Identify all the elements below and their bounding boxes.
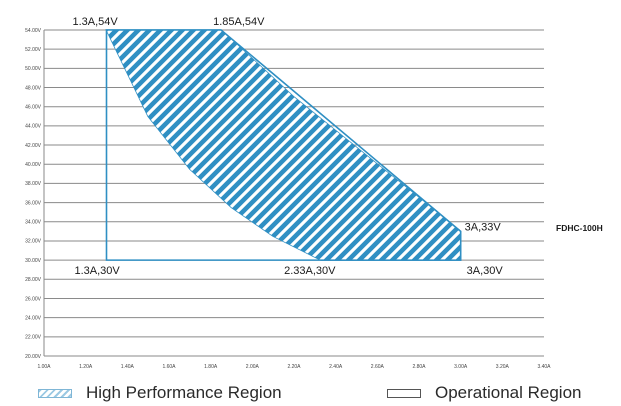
operational-outline xyxy=(105,29,462,261)
x-tick-label: 2.80A xyxy=(412,364,426,370)
y-tick-label: 30.00V xyxy=(25,258,42,264)
hatch-line xyxy=(489,0,621,400)
hatch-line xyxy=(106,30,286,261)
hatch-line xyxy=(190,30,461,261)
hatch-line xyxy=(454,30,461,261)
x-tick-label: 1.80A xyxy=(204,364,218,370)
hatch-line xyxy=(168,30,461,261)
hatch-line xyxy=(0,0,97,400)
hatch-line xyxy=(106,30,297,261)
y-tick-label: 54.00V xyxy=(25,28,42,34)
hatch-line xyxy=(388,30,461,261)
hatch-line xyxy=(588,0,621,400)
point-annotation: 1.85A,54V xyxy=(213,16,265,28)
legend-label: High Performance Region xyxy=(86,383,282,402)
hatch-line xyxy=(432,30,461,261)
hatch-line xyxy=(201,30,461,261)
point-annotation: 3A,30V xyxy=(467,265,504,277)
hatch-line xyxy=(566,0,621,400)
hatch-line xyxy=(157,30,461,261)
hatch-line xyxy=(212,30,461,261)
hatch-line xyxy=(106,30,264,261)
hatch-line xyxy=(106,30,209,261)
y-tick-label: 20.00V xyxy=(25,354,42,360)
y-tick-label: 44.00V xyxy=(25,124,42,130)
legend-high-performance: High Performance Region xyxy=(38,383,282,403)
x-tick-label: 2.00A xyxy=(246,364,260,370)
x-tick-label: 1.00A xyxy=(37,364,51,370)
hatch-line xyxy=(106,30,308,261)
y-tick-label: 22.00V xyxy=(25,335,42,341)
hatch-line xyxy=(106,30,121,261)
y-tick-label: 42.00V xyxy=(25,143,42,149)
outline-swatch-icon xyxy=(387,388,421,398)
hatch-line xyxy=(555,0,621,400)
hatch-line xyxy=(500,0,621,400)
y-tick-label: 28.00V xyxy=(25,277,42,283)
x-tick-label: 3.20A xyxy=(496,364,510,370)
hatch-line xyxy=(522,0,621,400)
y-tick-label: 46.00V xyxy=(25,105,42,111)
x-tick-label: 2.60A xyxy=(371,364,385,370)
x-tick-label: 1.60A xyxy=(162,364,176,370)
y-tick-label: 38.00V xyxy=(25,181,42,187)
hatch-line xyxy=(610,0,621,400)
hatch-line xyxy=(533,0,621,400)
hatch-line xyxy=(106,30,110,261)
hatch-line xyxy=(106,30,132,261)
hatch-line xyxy=(467,0,621,400)
operational-region xyxy=(105,29,462,261)
y-tick-label: 48.00V xyxy=(25,85,42,91)
x-tick-label: 1.20A xyxy=(79,364,93,370)
hatch-line xyxy=(599,0,621,400)
hatch-line xyxy=(135,30,461,261)
hatch-line xyxy=(106,30,253,261)
x-tick-label: 3.00A xyxy=(454,364,468,370)
hatch-line xyxy=(443,30,461,261)
y-tick-label: 52.00V xyxy=(25,47,42,53)
y-tick-label: 32.00V xyxy=(25,239,42,245)
hatch-line xyxy=(421,30,461,261)
hatch-line xyxy=(399,30,461,261)
hatch-line xyxy=(106,30,143,261)
hatch-line xyxy=(577,0,621,400)
legend-label: Operational Region xyxy=(435,383,582,402)
point-annotation: 2.33A,30V xyxy=(284,265,336,277)
point-annotation: 1.3A,30V xyxy=(75,265,121,277)
hatch-line xyxy=(544,0,621,400)
y-tick-label: 36.00V xyxy=(25,200,42,206)
hatch-line xyxy=(106,30,275,261)
hatch-line xyxy=(0,0,9,400)
annotations: 1.3A,54V 1.85A,54V 3A,33V 1.3A,30V 2.33A,30V… xyxy=(73,16,504,277)
x-axis-ticks: 1.00A 1.20A 1.40A 1.60A 1.80A 2.00A 2.20A 2.40A… xyxy=(37,364,551,370)
y-tick-label: 26.00V xyxy=(25,296,42,302)
hatch-line xyxy=(0,0,20,400)
model-label: FDHC-100H xyxy=(556,223,603,233)
point-annotation: 3A,33V xyxy=(465,221,502,233)
x-tick-label: 2.20A xyxy=(287,364,301,370)
point-annotation: 1.3A,54V xyxy=(73,16,119,28)
hatch-line xyxy=(106,30,242,261)
hatch-line xyxy=(478,0,621,400)
hatch-line xyxy=(179,30,461,261)
legend-operational: Operational Region xyxy=(387,383,581,403)
hatch-line xyxy=(511,0,621,400)
x-tick-label: 1.40A xyxy=(121,364,135,370)
y-tick-label: 24.00V xyxy=(25,315,42,321)
hatch-line xyxy=(106,30,231,261)
hatch-line xyxy=(106,30,220,261)
hatched-swatch-icon xyxy=(38,388,72,398)
y-axis-ticks: 20.00V 22.00V 24.00V 26.00V 28.00V 30.00V 32.0… xyxy=(25,28,42,360)
hatch-line xyxy=(146,30,461,261)
y-tick-label: 34.00V xyxy=(25,220,42,226)
y-tick-label: 50.00V xyxy=(25,66,42,72)
x-tick-label: 2.40A xyxy=(329,364,343,370)
hatch-line xyxy=(410,30,461,261)
hatch-line xyxy=(106,30,198,261)
x-tick-label: 3.40A xyxy=(537,364,551,370)
y-tick-label: 40.00V xyxy=(25,162,42,168)
hatch-line xyxy=(0,0,86,400)
